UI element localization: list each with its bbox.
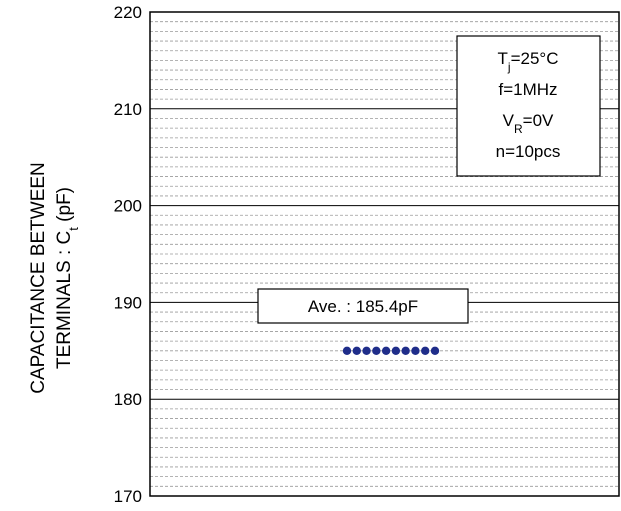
- y-tick-label: 220: [114, 3, 142, 22]
- data-point: [401, 346, 410, 355]
- average-label: Ave. : 185.4pF: [308, 297, 418, 316]
- y-tick-label: 180: [114, 390, 142, 409]
- condition-line: Tj=25°C: [498, 49, 559, 74]
- data-point: [381, 346, 391, 355]
- y-axis-tick-labels: 170 180 190 200 210 220: [114, 3, 142, 506]
- data-point: [411, 346, 420, 355]
- plot-area-frame: [149, 11, 620, 497]
- data-point: [430, 346, 440, 355]
- data-point: [421, 346, 430, 355]
- data-points: [342, 346, 440, 355]
- y-tick-label: 190: [114, 293, 142, 312]
- y-axis-title-suffix: (pF): [54, 187, 75, 227]
- y-axis-title-line1: CAPACITANCE BETWEEN: [28, 162, 49, 394]
- conditions-box: Tj=25°C f=1MHz VR=0V n=10pcs: [456, 35, 601, 177]
- data-point: [362, 346, 371, 355]
- y-axis-title: CAPACITANCE BETWEEN TERMINALS : Ct (pF): [28, 162, 81, 394]
- y-tick-label: 200: [114, 197, 142, 216]
- condition-line: n=10pcs: [496, 142, 561, 161]
- y-tick-label: 210: [114, 100, 142, 119]
- average-annotation: Ave. : 185.4pF: [257, 288, 469, 324]
- y-axis-title-line2: TERMINALS : Ct (pF): [54, 187, 81, 369]
- data-point: [391, 346, 401, 355]
- y-axis-title-prefix: TERMINALS : C: [54, 231, 75, 369]
- condition-line: VR=0V: [503, 111, 554, 136]
- data-point: [372, 346, 381, 355]
- y-axis-title-subscript: t: [66, 227, 81, 231]
- condition-line: f=1MHz: [498, 80, 557, 99]
- data-point: [352, 346, 361, 355]
- data-point: [342, 346, 352, 355]
- y-tick-label: 170: [114, 487, 142, 506]
